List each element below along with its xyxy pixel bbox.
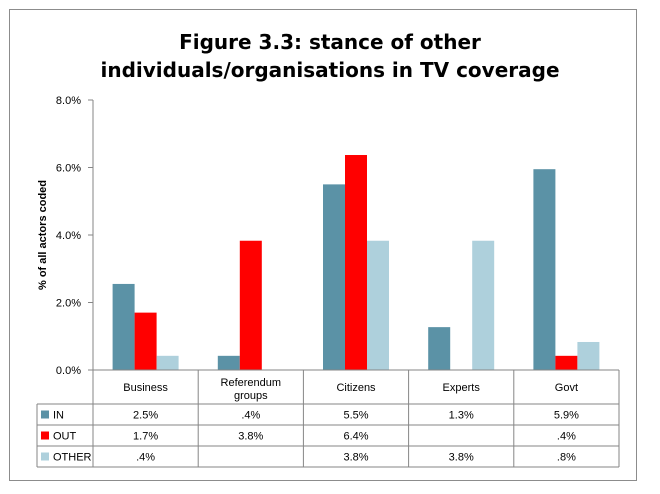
bar-out — [239, 240, 262, 370]
bar-other — [577, 341, 600, 370]
data-table-cell: 5.9% — [554, 410, 579, 422]
legend-key-other — [41, 452, 49, 461]
category-label: Citizens — [336, 382, 376, 394]
y-tick-label: 2.0% — [56, 298, 81, 310]
y-tick-label: 8.0% — [56, 95, 81, 107]
data-table-cell: 6.4% — [343, 431, 368, 443]
bar-out — [134, 312, 157, 370]
y-tick-label: 6.0% — [56, 163, 81, 175]
data-table-cell: .4% — [241, 410, 260, 422]
bar-other — [472, 240, 495, 370]
chart-title-line-2: individuals/organisations in TV coverage — [100, 58, 560, 82]
bar-out — [345, 155, 367, 370]
data-table-cell: 1.3% — [449, 410, 474, 422]
data-table-cell: .8% — [557, 452, 576, 464]
legend-label-other: OTHER — [53, 452, 92, 464]
category-label: Govt — [555, 382, 578, 394]
data-table-cell: 2.5% — [133, 410, 158, 422]
bar-in — [533, 169, 556, 370]
bar-in — [323, 184, 345, 370]
legend-key-out — [41, 431, 49, 440]
category-label: Referendum — [221, 377, 282, 389]
chart-title: Figure 3.3: stance of other individuals/… — [0, 28, 660, 84]
data-table-cell: 3.8% — [343, 452, 368, 464]
bar-out — [555, 355, 578, 370]
bar-other — [367, 240, 389, 370]
data-table-cell: .4% — [557, 431, 576, 443]
y-axis-label: % of all actors coded — [37, 180, 49, 290]
legend-label-out: OUT — [53, 431, 77, 443]
legend-key-in — [41, 410, 49, 419]
data-table-cell: 3.8% — [238, 431, 263, 443]
category-label: groups — [234, 390, 268, 402]
bar-in — [217, 355, 240, 370]
data-table-cell: 1.7% — [133, 431, 158, 443]
category-label: Business — [123, 382, 168, 394]
chart-title-line-1: Figure 3.3: stance of other — [179, 30, 481, 54]
bar-in — [112, 283, 135, 370]
data-table-cell: .4% — [136, 452, 155, 464]
category-label: Experts — [443, 382, 481, 394]
y-tick-label: 4.0% — [56, 230, 81, 242]
bar-in — [428, 327, 451, 370]
bar-other — [156, 355, 179, 370]
data-table-cell: 3.8% — [449, 452, 474, 464]
y-tick-label: 0.0% — [56, 365, 81, 377]
data-table-cell: 5.5% — [343, 410, 368, 422]
legend-label-in: IN — [53, 410, 64, 422]
